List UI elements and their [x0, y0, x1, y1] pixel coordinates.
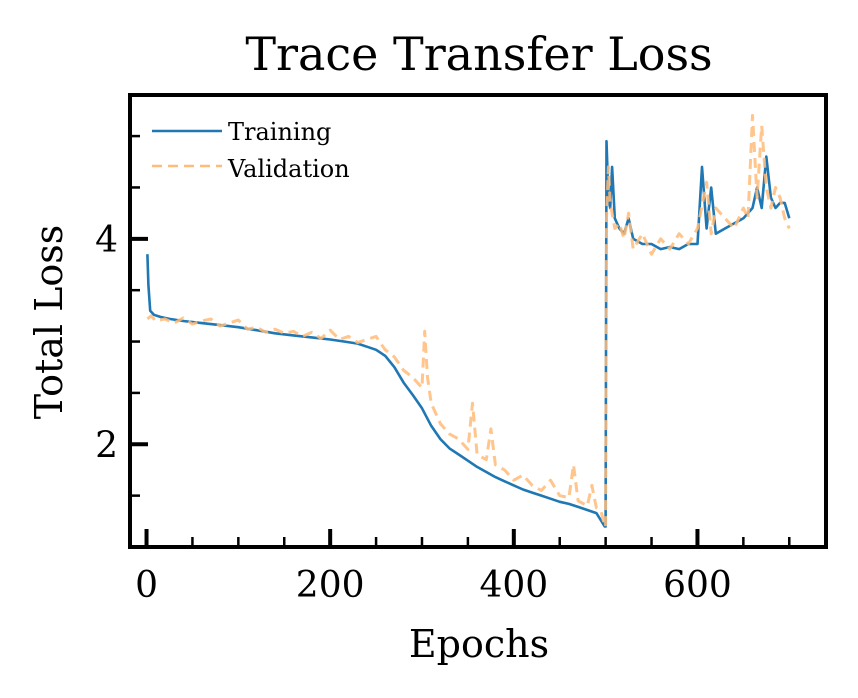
legend: Training Validation [152, 118, 350, 183]
chart-title: Trace Transfer Loss [245, 27, 712, 81]
x-tick-label: 400 [479, 565, 548, 606]
plot-area: 0 200 400 600 2 4 [95, 93, 828, 606]
x-tick-label: 200 [296, 565, 365, 606]
plot-frame [128, 93, 828, 549]
legend-label-validation: Validation [227, 155, 350, 183]
series-line-training [146, 139, 791, 528]
series-line-validation [146, 114, 791, 528]
y-axis-label: Total Loss [27, 225, 71, 420]
x-tick-label: 600 [663, 565, 732, 606]
legend-label-training: Training [228, 118, 331, 146]
y-tick-label: 4 [95, 220, 118, 261]
x-tick-label: 0 [135, 565, 158, 606]
tick-layer: 0 200 400 600 2 4 [95, 134, 791, 606]
x-axis-label: Epochs [409, 622, 549, 666]
series-layer [146, 114, 791, 528]
y-tick-label: 2 [95, 425, 118, 466]
